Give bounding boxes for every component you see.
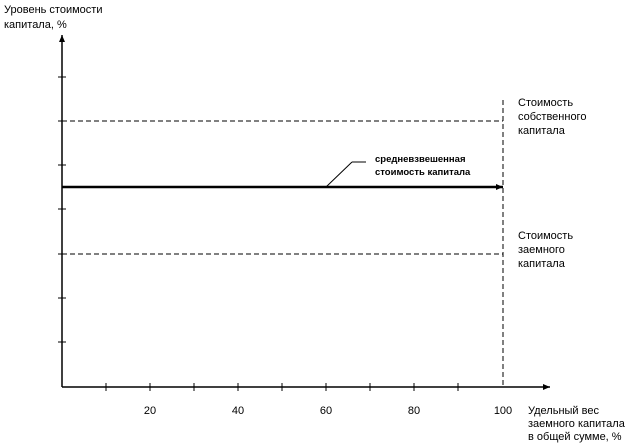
x-tick-label: 20 xyxy=(144,405,156,417)
x-axis-label: в общей сумме, % xyxy=(528,431,622,443)
debt-label: Стоимость xyxy=(518,230,573,242)
wacc-label: стоимость капитала xyxy=(375,167,471,178)
wacc-label: средневзвешенная xyxy=(375,154,466,165)
y-axis-label: капитала, % xyxy=(4,19,67,31)
x-tick-label: 40 xyxy=(232,405,244,417)
equity-label: капитала xyxy=(518,125,566,137)
wacc-pointer xyxy=(325,161,353,188)
equity-label: Стоимость xyxy=(518,97,573,109)
axes xyxy=(59,35,550,390)
x-tick-label: 80 xyxy=(408,405,420,417)
x-tick-label: 100 xyxy=(494,405,512,417)
equity-label: собственного xyxy=(518,111,586,123)
debt-label: капитала xyxy=(518,258,566,270)
x-ticks xyxy=(105,383,459,391)
debt-label: заемного xyxy=(518,244,565,256)
y-ticks xyxy=(58,76,66,343)
x-tick-label: 60 xyxy=(320,405,332,417)
x-axis-label: Удельный вес xyxy=(528,405,599,417)
y-axis-label: Уровень стоимости xyxy=(4,4,102,16)
x-axis-label: заемного капитала xyxy=(528,418,626,430)
